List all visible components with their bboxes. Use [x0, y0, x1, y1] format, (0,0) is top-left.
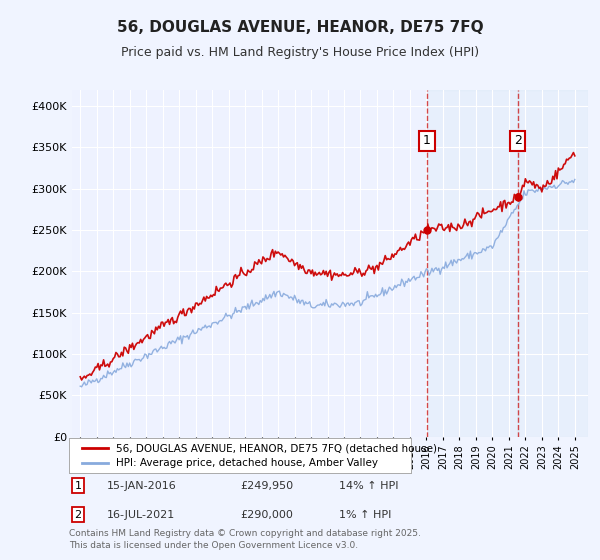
- Text: 1% ↑ HPI: 1% ↑ HPI: [339, 510, 391, 520]
- Bar: [427, 90, 518, 437]
- Bar: [518, 90, 588, 437]
- Text: Price paid vs. HM Land Registry's House Price Index (HPI): Price paid vs. HM Land Registry's House …: [121, 46, 479, 59]
- Text: 14% ↑ HPI: 14% ↑ HPI: [339, 480, 398, 491]
- Text: 1: 1: [423, 134, 431, 147]
- Text: £290,000: £290,000: [240, 510, 293, 520]
- Text: 2: 2: [514, 134, 522, 147]
- Text: Contains HM Land Registry data © Crown copyright and database right 2025.
This d: Contains HM Land Registry data © Crown c…: [69, 529, 421, 550]
- Legend: 56, DOUGLAS AVENUE, HEANOR, DE75 7FQ (detached house), HPI: Average price, detac: 56, DOUGLAS AVENUE, HEANOR, DE75 7FQ (de…: [77, 439, 442, 473]
- Text: £249,950: £249,950: [240, 480, 293, 491]
- Text: 15-JAN-2016: 15-JAN-2016: [107, 480, 176, 491]
- Text: 2: 2: [74, 510, 82, 520]
- Text: 56, DOUGLAS AVENUE, HEANOR, DE75 7FQ: 56, DOUGLAS AVENUE, HEANOR, DE75 7FQ: [116, 20, 484, 35]
- Text: 16-JUL-2021: 16-JUL-2021: [107, 510, 175, 520]
- Text: 1: 1: [74, 480, 82, 491]
